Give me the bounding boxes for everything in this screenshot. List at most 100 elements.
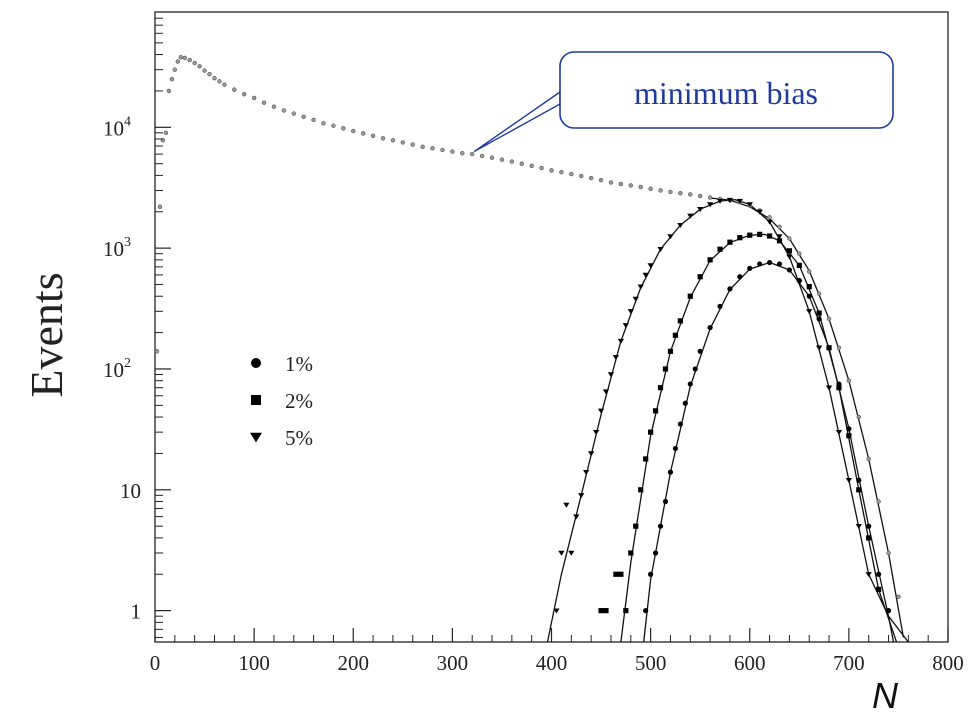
data-point	[657, 523, 664, 529]
data-point	[807, 269, 812, 274]
data-point	[662, 366, 669, 372]
x-axis-label: N	[872, 675, 899, 716]
x-tick-label: 600	[734, 651, 766, 675]
data-point	[178, 55, 183, 60]
data-point	[865, 572, 872, 578]
data-point	[648, 429, 654, 435]
data-point	[597, 408, 605, 414]
data-point	[242, 91, 247, 97]
data-point	[607, 372, 615, 378]
data-point	[341, 126, 346, 131]
data-point	[806, 293, 812, 299]
y-tick-label: 10	[120, 479, 141, 503]
data-point	[370, 133, 376, 139]
data-point	[652, 550, 659, 556]
data-point	[682, 400, 688, 406]
x-tick-label: 100	[238, 651, 270, 675]
data-point	[757, 231, 763, 237]
data-point	[866, 456, 871, 462]
legend-label: 5%	[285, 426, 313, 450]
data-point	[163, 130, 169, 136]
data-point	[588, 175, 594, 181]
data-point	[568, 550, 575, 556]
data-point	[157, 204, 163, 209]
data-point	[598, 177, 604, 183]
callout: minimum bias	[473, 51, 894, 153]
data-point	[207, 72, 212, 77]
data-point	[706, 202, 714, 208]
data-point	[166, 88, 172, 94]
y-tick-label: 103	[103, 235, 131, 261]
data-point	[896, 594, 901, 600]
data-point	[281, 108, 287, 113]
data-point	[688, 192, 693, 197]
data-point	[622, 323, 629, 329]
data-point	[400, 140, 406, 145]
data-point	[579, 173, 584, 179]
fit-curves	[546, 197, 909, 643]
data-point	[638, 487, 644, 493]
data-point	[175, 59, 180, 64]
series-2-	[598, 231, 882, 614]
series-minimum-bias	[154, 55, 901, 600]
x-tick-label: 0	[150, 651, 161, 675]
y-tick-label: 1	[131, 600, 142, 624]
data-point	[667, 348, 674, 354]
data-point	[736, 198, 743, 204]
data-point	[677, 222, 684, 228]
data-point	[717, 303, 723, 309]
data-point	[578, 493, 585, 499]
data-point	[598, 608, 604, 614]
data-point	[825, 385, 833, 391]
data-point	[747, 232, 753, 238]
data-point	[856, 487, 862, 493]
data-point	[643, 456, 649, 462]
data-point	[727, 239, 733, 245]
data-point	[756, 209, 763, 215]
data-point	[638, 184, 643, 190]
data-point	[628, 183, 633, 188]
data-point	[291, 111, 296, 116]
data-point	[672, 445, 679, 452]
data-point	[687, 381, 693, 387]
data-point	[866, 535, 872, 541]
data-points	[154, 55, 901, 614]
data-point	[623, 608, 629, 614]
data-point	[172, 67, 178, 72]
data-point	[613, 571, 619, 577]
data-point	[420, 144, 425, 149]
data-point	[677, 421, 683, 427]
data-point	[776, 261, 783, 267]
data-point	[835, 429, 843, 435]
data-point	[766, 233, 773, 239]
data-point	[627, 309, 634, 315]
data-point	[618, 181, 624, 187]
x-tick-label: 300	[437, 651, 469, 675]
data-point	[573, 514, 580, 520]
data-point	[603, 608, 609, 614]
data-point	[876, 499, 881, 504]
data-point	[716, 198, 724, 204]
data-point	[757, 261, 763, 267]
data-point	[677, 318, 683, 324]
data-point	[430, 146, 435, 151]
fit-curve-5-	[546, 198, 909, 643]
data-point	[602, 389, 610, 395]
data-point	[766, 219, 773, 225]
data-point	[569, 171, 574, 177]
data-point	[726, 197, 734, 203]
data-point	[697, 207, 704, 213]
data-point	[777, 224, 782, 230]
data-point	[612, 355, 620, 361]
data-point	[509, 159, 515, 164]
data-point	[648, 186, 653, 191]
data-point	[380, 136, 386, 141]
data-point	[692, 366, 698, 372]
data-point	[169, 77, 175, 82]
data-point	[856, 414, 861, 420]
data-point	[806, 284, 812, 290]
data-point	[588, 451, 595, 457]
data-point	[154, 349, 160, 354]
data-point	[746, 202, 753, 208]
y-axis-label: Events	[21, 272, 72, 397]
